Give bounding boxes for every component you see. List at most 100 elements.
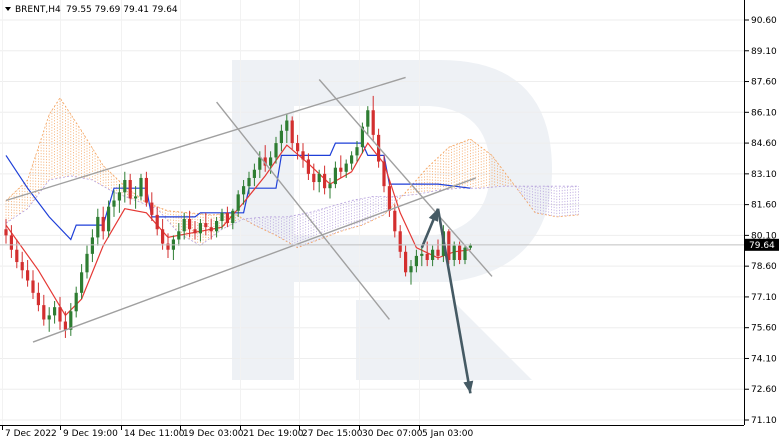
candle [290,116,294,150]
candle [420,247,424,267]
candle [26,260,30,287]
candle [317,169,321,193]
candle [301,143,305,168]
candle-body [366,110,370,127]
candle [350,151,354,170]
y-tick-label: 86.10 [751,108,777,118]
tenkan-line [5,142,471,317]
candle [150,192,154,222]
candle-body [80,272,84,293]
candle [198,218,202,242]
candle [431,245,435,267]
x-tick-label: 30 Dec 07:00 [362,429,423,439]
x-tick-label: 9 Dec 19:00 [63,429,118,439]
y-tick-label: 71.10 [751,416,777,426]
candle [123,171,127,203]
candle [4,218,8,244]
candle [366,106,370,135]
candle-body [204,223,208,228]
channel-lines[interactable] [5,76,493,343]
candle-body [231,210,235,224]
candle-body [188,218,192,230]
candle [31,270,35,299]
candle [285,114,289,144]
candle [404,245,408,277]
candle [134,186,138,209]
candle-body [20,262,24,271]
candle [414,249,418,273]
candle [382,155,386,193]
candle [85,245,89,279]
arrow-head [428,208,439,222]
arrow-head [463,380,474,394]
candle [188,210,192,238]
candle-body [42,305,46,320]
candle [58,296,62,330]
candle [279,124,283,152]
candle [247,171,251,195]
x-tick-label: 21 Dec 19:00 [243,429,304,439]
candle [128,173,132,205]
candle [436,239,440,260]
candle-body [312,173,316,183]
candle-body [247,177,251,187]
candle [20,251,24,279]
candle-body [26,270,30,281]
candle-body [90,237,94,254]
candle [242,180,246,205]
candle [252,163,256,187]
candle-body [117,192,121,201]
candle-body [382,161,386,187]
price-axis[interactable]: 90.60 89.10 87.60 86.10 84.60 83.10 81.60 80.10… [744,16,777,426]
chart-header: BRENT,H4 79.55 79.69 79.41 79.64 [5,5,178,15]
watermark-logo-icon [232,60,552,380]
candle-body [420,253,424,256]
candle [63,311,67,338]
forecast-arrows [420,208,474,394]
candle-body [387,186,391,211]
candle [182,212,186,240]
candle [387,180,391,217]
y-tick-label: 89.10 [751,47,777,57]
arrow-shaft [436,208,472,394]
candle [409,260,413,285]
forecast-arrow-1 [420,208,440,249]
candle-body [31,280,35,293]
candle-body [447,231,451,260]
candle-body [150,202,154,215]
current-price-marker: 79.64 [0,238,779,251]
candle-body [404,251,408,273]
candle-body [161,229,165,244]
candle-body [128,180,132,199]
candle [371,95,375,142]
candle [166,233,170,258]
candle-body [269,157,273,166]
candle-body [58,307,62,322]
candle-body [215,221,219,232]
candle-body [220,212,224,222]
candle-body [134,196,138,199]
candle [274,136,278,164]
candle-body [177,231,181,240]
triangle-down-icon[interactable] [5,7,11,11]
candle [177,223,181,246]
candle-body [452,245,456,260]
y-tick-label: 77.10 [751,293,777,303]
candle-body [242,186,246,195]
y-tick-label: 78.60 [751,262,777,272]
candle [15,239,19,269]
candle-body [285,120,289,131]
y-tick-label: 90.60 [751,16,777,26]
candle [215,216,219,238]
y-tick-label: 80.10 [751,231,777,241]
candle-body [468,245,472,248]
candle [306,153,310,180]
candle-body [63,321,67,330]
candle [155,206,159,236]
current-price-box [745,238,779,251]
candle-body [9,235,13,250]
candle-body [263,157,267,166]
candle-body [371,110,375,135]
